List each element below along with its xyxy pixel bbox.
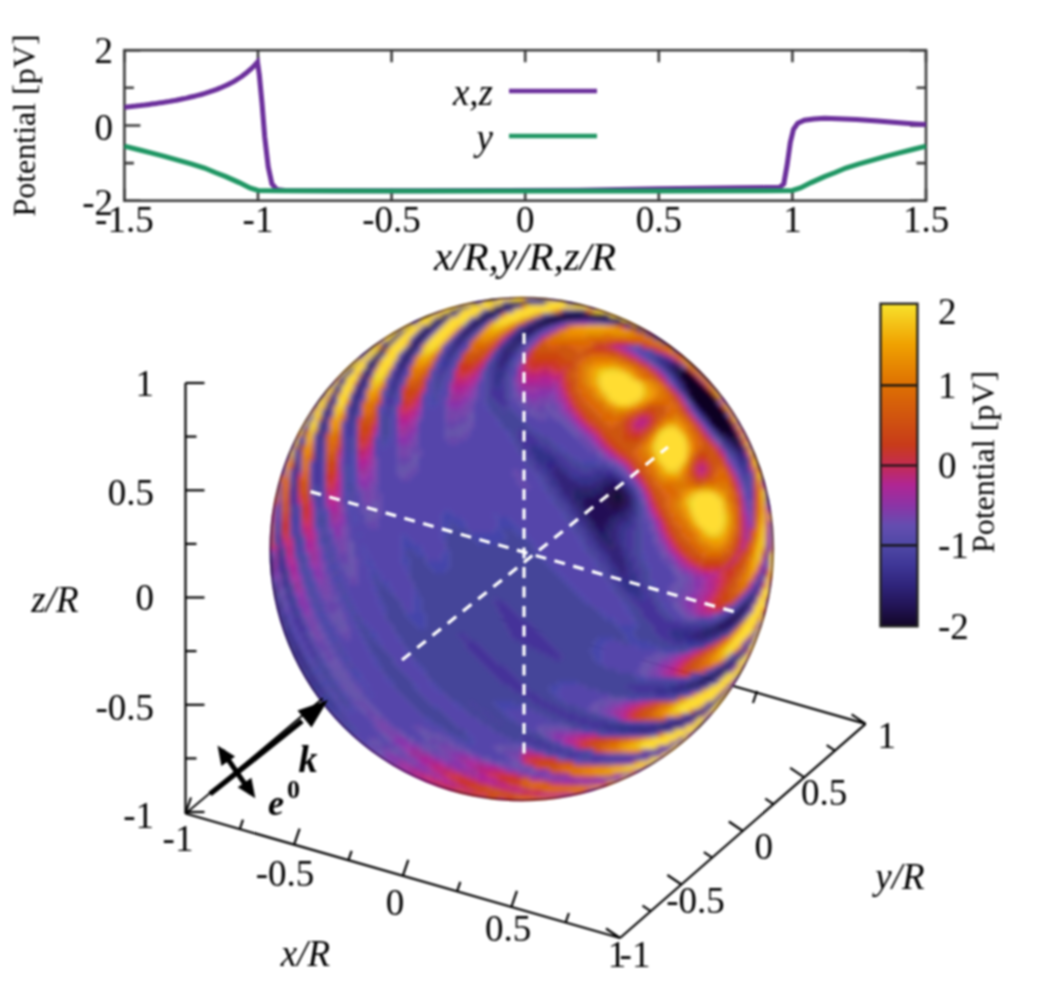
- svg-text:x,z: x,z: [452, 72, 493, 113]
- svg-text:2: 2: [95, 30, 114, 71]
- svg-text:1: 1: [136, 363, 155, 404]
- svg-text:0: 0: [287, 775, 300, 804]
- svg-text:0: 0: [938, 445, 957, 486]
- svg-text:-1: -1: [620, 934, 651, 975]
- svg-text:0.5: 0.5: [801, 772, 847, 813]
- svg-text:-1: -1: [243, 199, 274, 240]
- svg-text:1: 1: [878, 715, 897, 756]
- svg-text:0: 0: [136, 577, 155, 618]
- svg-text:k: k: [299, 738, 318, 780]
- svg-text:x/R,y/R,z/R: x/R,y/R,z/R: [433, 233, 616, 279]
- svg-text:Potential [pV]: Potential [pV]: [965, 371, 1001, 553]
- svg-text:0: 0: [95, 107, 114, 148]
- svg-text:1: 1: [938, 365, 957, 406]
- svg-text:-1: -1: [123, 795, 154, 836]
- svg-text:2: 2: [938, 291, 957, 332]
- svg-text:x/R: x/R: [280, 933, 330, 974]
- svg-text:-2: -2: [82, 182, 113, 223]
- svg-text:-0.5: -0.5: [666, 880, 725, 921]
- svg-text:0.5: 0.5: [485, 908, 531, 949]
- svg-text:0.5: 0.5: [108, 472, 154, 513]
- svg-text:-1: -1: [163, 818, 194, 859]
- svg-text:-2: -2: [938, 606, 969, 647]
- svg-text:z/R: z/R: [30, 579, 78, 620]
- svg-text:Potential [pV]: Potential [pV]: [6, 34, 42, 216]
- svg-text:0: 0: [386, 882, 405, 923]
- svg-text:1.5: 1.5: [903, 199, 949, 240]
- svg-text:y/R: y/R: [871, 856, 924, 897]
- svg-text:0.5: 0.5: [636, 199, 682, 240]
- svg-text:-0.5: -0.5: [362, 199, 421, 240]
- svg-text:-0.5: -0.5: [95, 687, 154, 728]
- svg-text:y: y: [473, 117, 494, 158]
- svg-text:0: 0: [754, 826, 773, 867]
- svg-text:1: 1: [783, 199, 802, 240]
- svg-text:e: e: [268, 783, 284, 823]
- svg-text:-0.5: -0.5: [256, 853, 315, 894]
